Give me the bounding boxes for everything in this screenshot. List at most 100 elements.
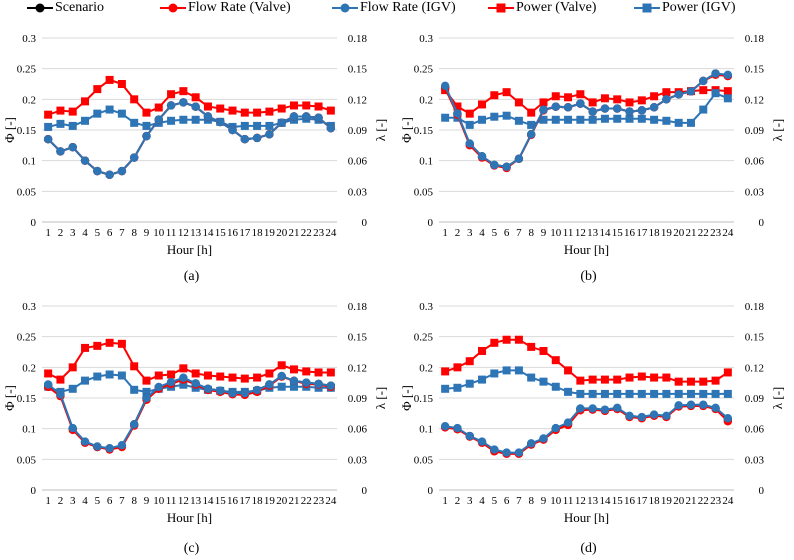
y-tick-label-right: 0.15	[348, 64, 368, 76]
legend-item-scenario: Scenario	[27, 0, 104, 16]
data-point-power-igv	[625, 114, 634, 123]
data-point-flow-rate-igv	[576, 99, 585, 108]
x-tick-label: 23	[313, 227, 325, 239]
data-point-flow-rate-igv	[649, 103, 659, 112]
data-point-power-valve	[289, 365, 298, 374]
data-point-power-igv	[539, 377, 548, 386]
data-point-flow-rate-igv	[326, 123, 336, 133]
data-point-flow-rate-igv	[105, 444, 114, 453]
legend: Scenario Flow Rate (Valve) Flow Rate (IG…	[0, 0, 794, 16]
y-tick-label-left: 0	[31, 485, 37, 497]
data-point-power-valve	[68, 363, 77, 372]
data-point-flow-rate-igv	[289, 376, 299, 386]
data-point-flow-rate-igv	[723, 70, 733, 79]
data-point-power-valve	[686, 377, 695, 386]
data-point-power-valve	[265, 369, 274, 378]
y-axis-label-left: Φ [-]	[399, 385, 414, 411]
x-tick-label: 24	[722, 495, 734, 507]
data-point-flow-rate-igv	[93, 442, 102, 451]
x-tick-label: 21	[288, 227, 299, 239]
y-tick-label-left: 0.05	[17, 186, 37, 198]
y-tick-label-right: 0.18	[745, 33, 765, 45]
data-point-power-valve	[490, 91, 499, 100]
data-point-flow-rate-igv	[314, 113, 323, 122]
data-point-power-valve	[265, 107, 274, 116]
data-point-flow-rate-igv	[600, 104, 610, 113]
data-point-power-igv	[637, 389, 646, 398]
data-point-power-igv	[686, 118, 695, 127]
x-tick-label: 14	[202, 495, 214, 507]
data-point-power-valve	[514, 335, 523, 344]
data-point-flow-rate-igv	[191, 379, 200, 388]
data-point-power-igv	[56, 119, 65, 128]
x-tick-label: 16	[624, 495, 636, 507]
x-tick-label: 24	[325, 227, 337, 239]
data-point-power-igv	[686, 389, 695, 398]
data-point-power-valve	[117, 80, 126, 88]
y-tick-label-left: 0.15	[17, 393, 37, 405]
data-point-power-igv	[93, 109, 102, 118]
x-tick-label: 21	[685, 495, 696, 507]
x-tick-label: 19	[264, 227, 276, 239]
x-tick-label: 11	[166, 495, 177, 507]
data-point-power-igv	[265, 121, 274, 130]
data-point-power-valve	[277, 104, 286, 113]
data-point-power-valve	[625, 373, 634, 382]
y-tick-label-right: 0.03	[348, 454, 368, 466]
series-line-power-valve	[47, 341, 331, 382]
data-point-flow-rate-igv	[699, 400, 708, 409]
data-point-power-valve	[105, 338, 114, 347]
data-point-flow-rate-igv	[563, 418, 573, 427]
data-point-flow-rate-igv	[252, 385, 262, 395]
data-point-power-valve	[142, 108, 151, 117]
x-tick-label: 22	[301, 495, 312, 507]
data-point-flow-rate-igv	[302, 112, 311, 121]
legend-label-power-igv: Power (IGV)	[662, 0, 736, 15]
y-tick-label-right: 0	[362, 485, 368, 497]
data-point-power-valve	[465, 109, 474, 118]
data-point-power-valve	[502, 88, 511, 97]
y-tick-label-right: 0.18	[348, 33, 368, 45]
data-point-flow-rate-igv	[179, 98, 188, 107]
data-point-flow-rate-igv	[93, 166, 102, 176]
data-point-power-igv	[613, 114, 622, 123]
data-point-flow-rate-igv	[203, 384, 213, 393]
data-point-flow-rate-igv	[490, 160, 499, 170]
x-tick-label: 10	[153, 227, 165, 239]
data-point-flow-rate-igv	[43, 135, 53, 144]
data-point-power-igv	[142, 121, 151, 130]
y-tick-label-left: 0.3	[419, 33, 433, 45]
data-point-power-valve	[564, 366, 573, 375]
data-point-power-valve	[674, 377, 683, 386]
y-tick-label-left: 0.2	[419, 94, 433, 106]
x-tick-label: 22	[698, 227, 709, 239]
chart-panel-c: 0 0.05 0.1 0.15 0.2 0.25 0.3 0 0.03 0.06 0.09 0.12 0…	[2, 301, 388, 556]
x-tick-label: 1	[442, 227, 448, 239]
data-point-power-valve	[228, 373, 237, 382]
data-point-flow-rate-igv	[289, 112, 299, 121]
data-point-power-valve	[625, 98, 634, 107]
x-tick-label: 6	[107, 227, 113, 239]
x-tick-label: 17	[239, 495, 251, 507]
data-point-power-igv	[68, 121, 77, 130]
y-axis-label-right: λ [-]	[770, 387, 785, 410]
data-point-power-valve	[637, 372, 646, 381]
data-point-flow-rate-igv	[563, 103, 573, 112]
data-point-power-valve	[93, 341, 102, 350]
y-tick-label-left: 0.25	[414, 332, 434, 344]
data-point-power-valve	[203, 102, 212, 111]
data-point-power-igv	[514, 366, 523, 375]
x-tick-label: 10	[153, 495, 165, 507]
y-tick-label-right: 0.06	[745, 156, 765, 168]
data-point-power-igv	[699, 105, 708, 114]
data-point-power-valve	[142, 376, 151, 385]
chart-panel-b: 0 0.05 0.1 0.15 0.2 0.25 0.3 0 0.03 0.06 0.09 0.12 0…	[399, 33, 785, 284]
y-tick-label-right: 0.12	[745, 94, 764, 106]
y-tick-label-left: 0	[428, 485, 434, 497]
x-tick-label: 17	[636, 495, 648, 507]
x-tick-label: 21	[685, 227, 696, 239]
x-tick-label: 18	[649, 495, 661, 507]
data-point-flow-rate-igv	[302, 378, 311, 387]
data-point-power-igv	[576, 115, 585, 124]
x-axis-label: Hour [h]	[167, 242, 212, 257]
